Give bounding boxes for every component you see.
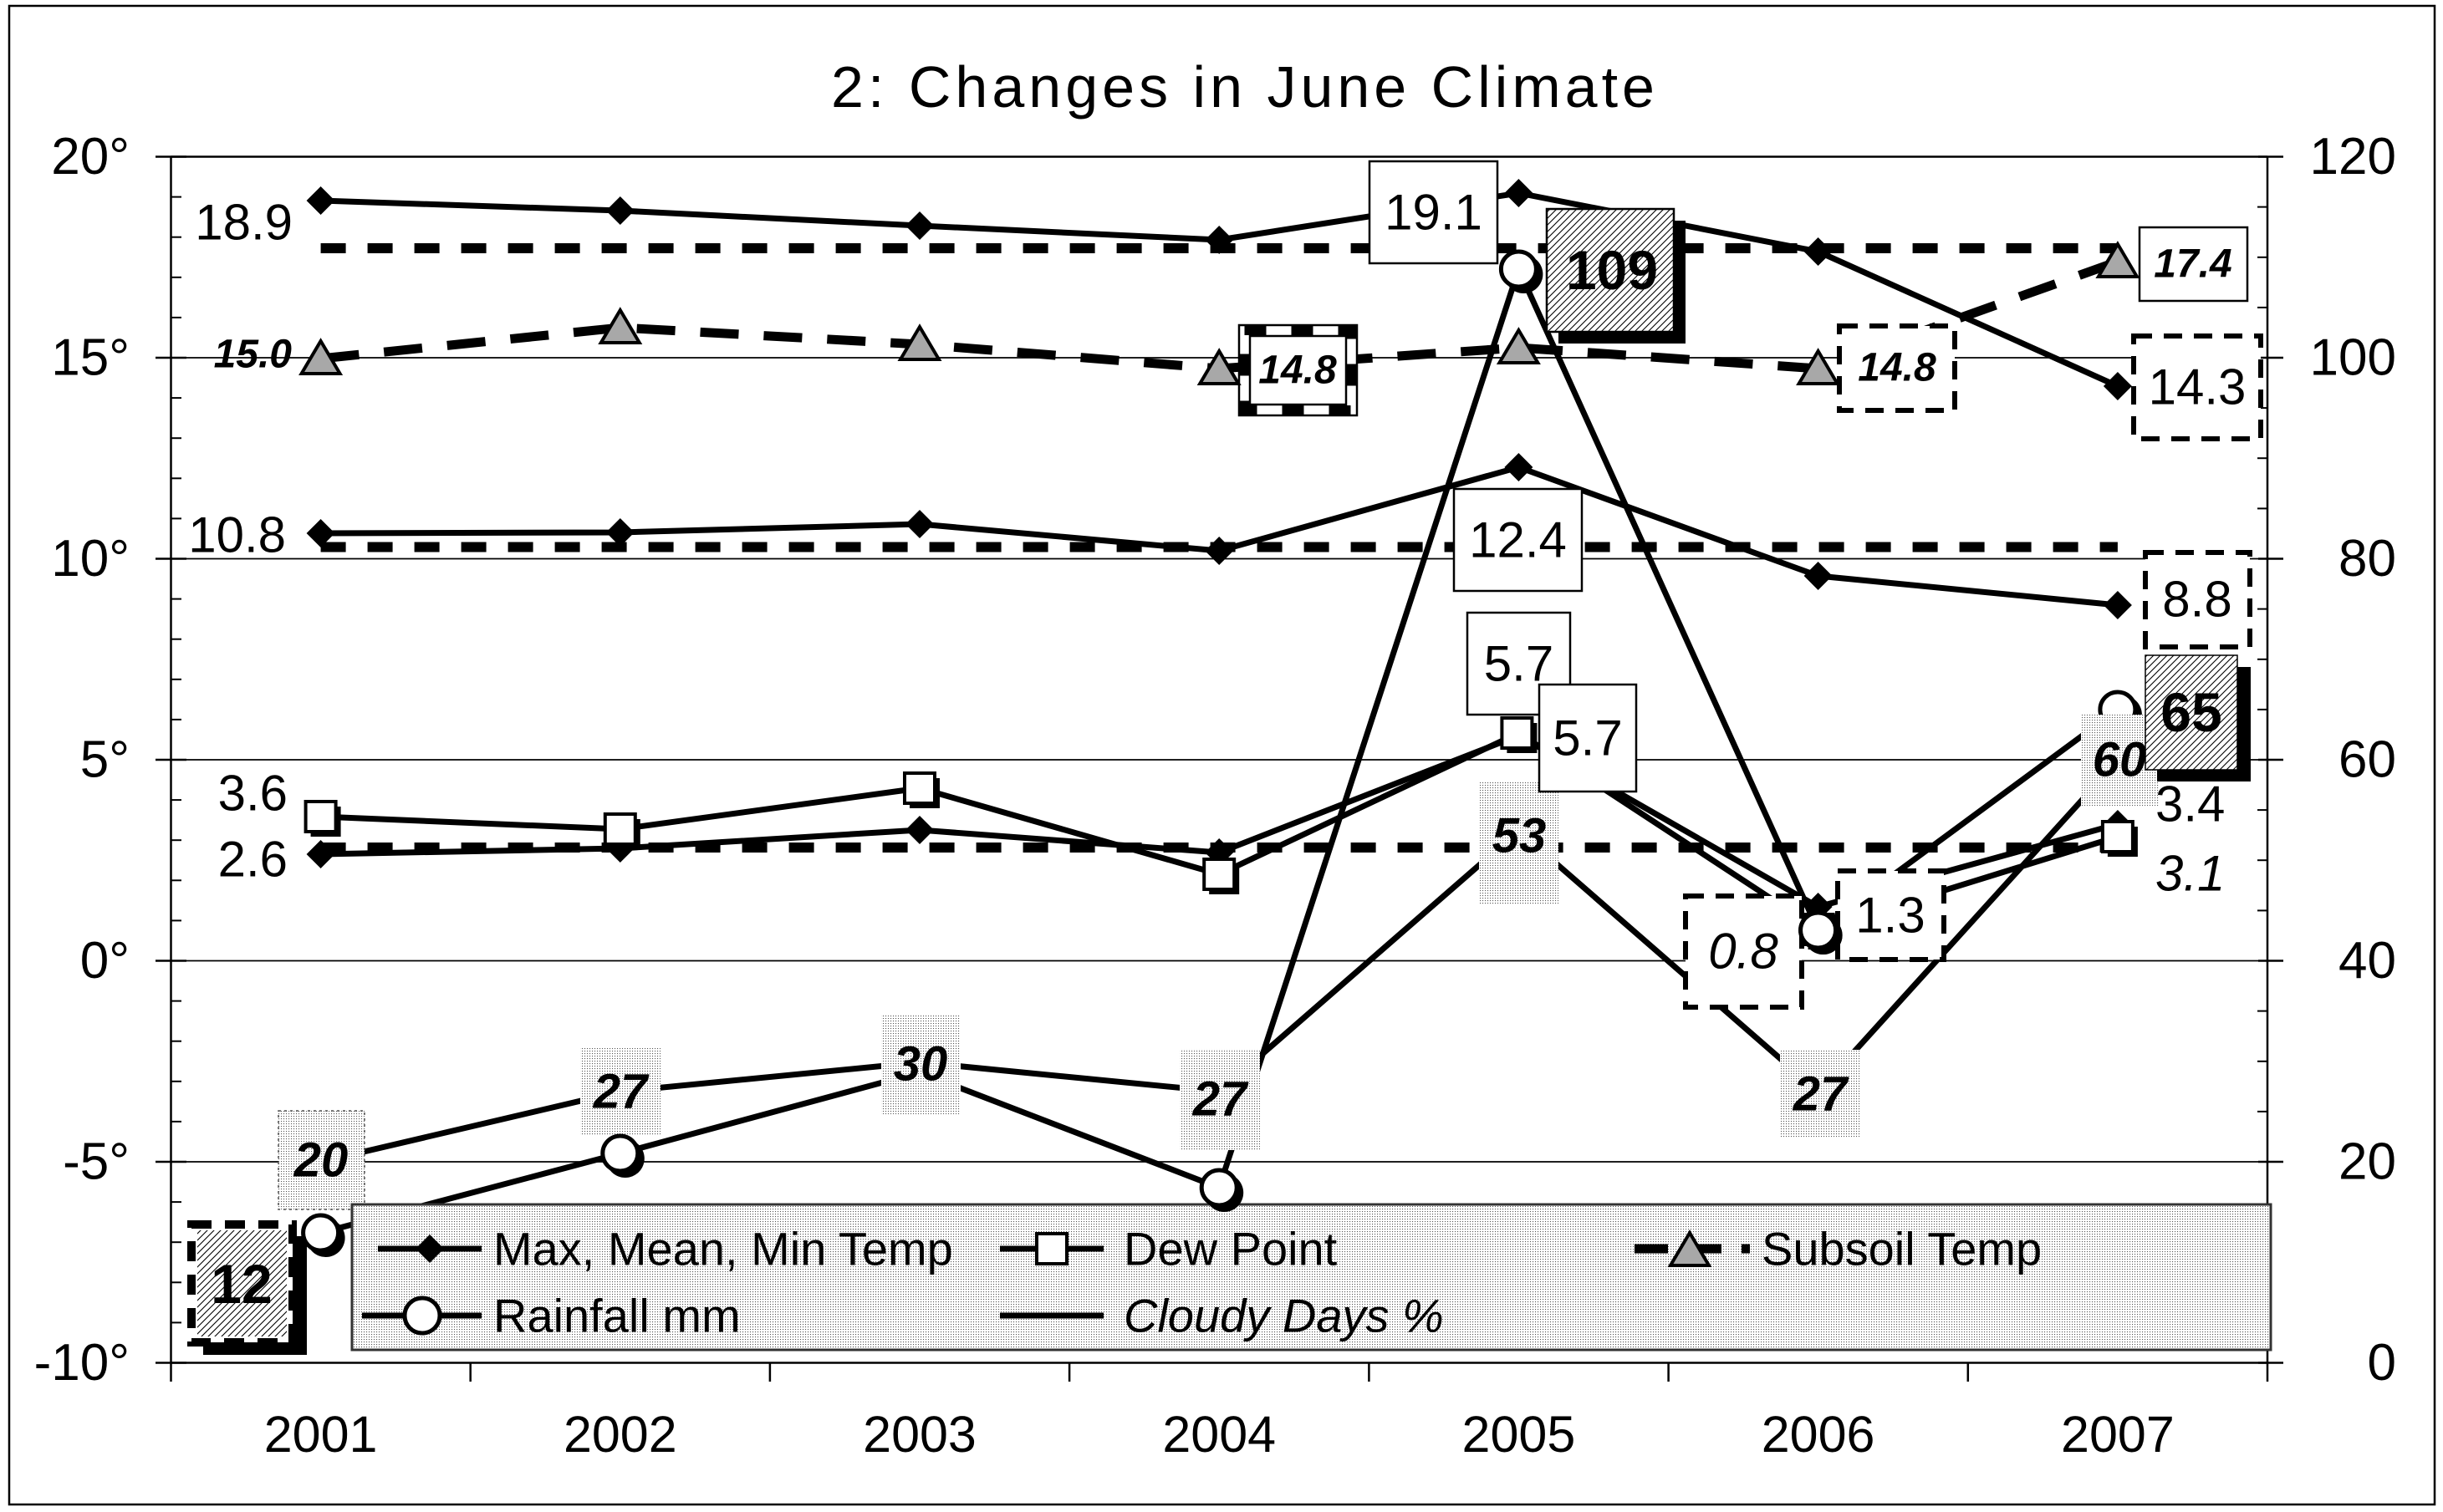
svg-text:65: 65 [2160,681,2221,743]
svg-text:17.4: 17.4 [2154,242,2231,287]
svg-text:0.8: 0.8 [1708,924,1778,980]
svg-text:3.1: 3.1 [2155,846,2225,902]
svg-text:100: 100 [2310,329,2396,387]
svg-text:2005: 2005 [1462,1406,1576,1463]
svg-text:-10°: -10° [34,1334,130,1392]
svg-text:15.0: 15.0 [214,333,293,377]
svg-text:8.8: 8.8 [2162,572,2231,628]
svg-text:2004: 2004 [1162,1406,1276,1463]
svg-text:-5°: -5° [63,1133,130,1191]
svg-text:2.6: 2.6 [218,832,288,888]
svg-text:Subsoil Temp: Subsoil Temp [1762,1223,2042,1275]
svg-text:10.8: 10.8 [188,507,286,563]
svg-text:2: Changes in June Climate: 2: Changes in June Climate [831,54,1659,120]
svg-text:20: 20 [293,1133,349,1188]
svg-text:18.9: 18.9 [195,195,293,251]
svg-text:Max, Mean, Min Temp: Max, Mean, Min Temp [493,1223,953,1275]
svg-text:3.6: 3.6 [218,766,288,822]
svg-text:Dew Point: Dew Point [1124,1223,1338,1275]
svg-text:2002: 2002 [564,1406,677,1463]
svg-text:19.1: 19.1 [1385,185,1482,241]
svg-text:5.7: 5.7 [1484,636,1553,692]
svg-text:1.3: 1.3 [1855,888,1925,944]
svg-text:14.8: 14.8 [1258,349,1337,393]
svg-text:14.8: 14.8 [1858,346,1936,390]
svg-text:2007: 2007 [2061,1406,2175,1463]
svg-text:15°: 15° [51,329,130,387]
svg-text:10°: 10° [51,530,130,588]
svg-text:120: 120 [2310,128,2396,186]
svg-text:0: 0 [2368,1334,2396,1392]
svg-text:2001: 2001 [264,1406,378,1463]
svg-text:30: 30 [894,1037,948,1092]
svg-text:27: 27 [593,1065,650,1119]
svg-text:2003: 2003 [863,1406,977,1463]
svg-text:12: 12 [211,1253,272,1315]
svg-text:60: 60 [2093,733,2147,787]
svg-text:12.4: 12.4 [1469,512,1567,568]
svg-text:40: 40 [2338,932,2396,990]
svg-text:80: 80 [2338,530,2396,588]
svg-text:0°: 0° [80,932,130,990]
svg-text:20°: 20° [51,128,130,186]
svg-text:Cloudy Days %: Cloudy Days % [1124,1290,1444,1342]
svg-text:Rainfall mm: Rainfall mm [493,1290,741,1342]
svg-text:3.4: 3.4 [2155,776,2225,832]
svg-text:27: 27 [1192,1072,1249,1127]
svg-text:5.7: 5.7 [1553,710,1622,766]
svg-text:109: 109 [1566,239,1658,301]
svg-text:27: 27 [1793,1067,1849,1122]
svg-text:53: 53 [1492,809,1547,863]
svg-text:60: 60 [2338,731,2396,789]
svg-text:14.3: 14.3 [2149,359,2247,415]
svg-text:5°: 5° [80,731,130,789]
svg-text:2006: 2006 [1762,1406,1875,1463]
svg-text:20: 20 [2338,1133,2396,1191]
